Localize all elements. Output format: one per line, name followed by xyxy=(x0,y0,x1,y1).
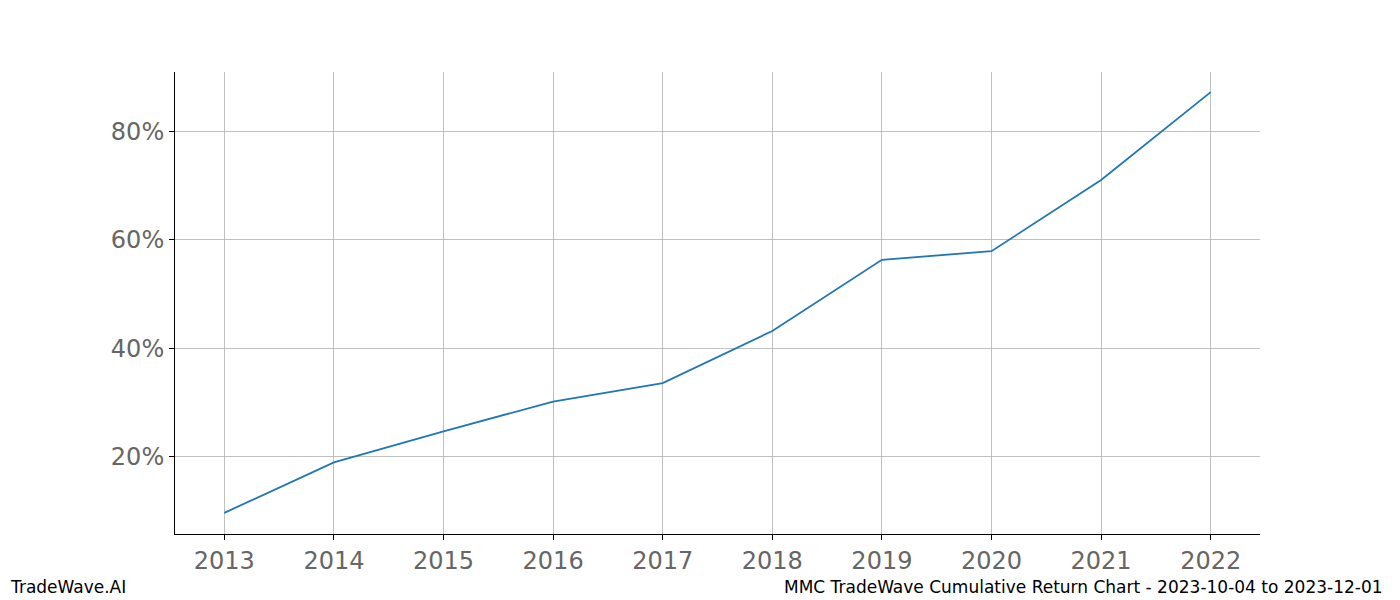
svg-text:2013: 2013 xyxy=(194,547,255,575)
svg-text:40%: 40% xyxy=(111,335,164,363)
svg-text:2018: 2018 xyxy=(742,547,803,575)
svg-text:2015: 2015 xyxy=(413,547,474,575)
svg-text:20%: 20% xyxy=(111,443,164,471)
svg-text:MMC TradeWave Cumulative Retur: MMC TradeWave Cumulative Return Chart - … xyxy=(784,577,1383,597)
svg-text:2021: 2021 xyxy=(1071,547,1132,575)
svg-text:2020: 2020 xyxy=(961,547,1022,575)
svg-text:60%: 60% xyxy=(111,226,164,254)
svg-text:2016: 2016 xyxy=(523,547,584,575)
svg-text:80%: 80% xyxy=(111,118,164,146)
svg-text:2017: 2017 xyxy=(632,547,693,575)
svg-text:2022: 2022 xyxy=(1180,547,1241,575)
svg-text:2014: 2014 xyxy=(303,547,364,575)
svg-text:2019: 2019 xyxy=(851,547,912,575)
svg-text:TradeWave.AI: TradeWave.AI xyxy=(10,577,126,597)
